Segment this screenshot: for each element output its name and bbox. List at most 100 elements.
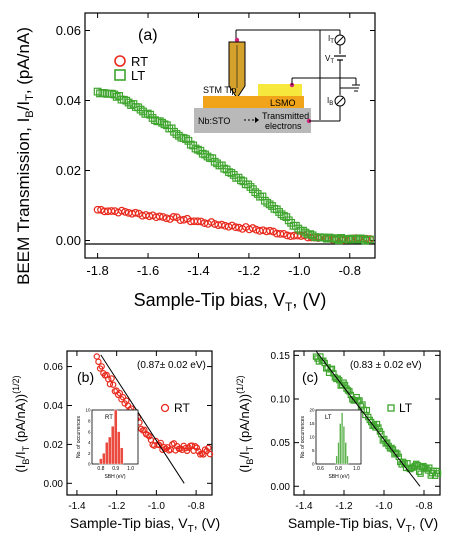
panel-a-ytick-label: 0.00 <box>56 233 81 248</box>
panel-b-histogram-bar <box>102 453 106 465</box>
panel-b-data-point <box>116 389 123 397</box>
panel-b-hist-label: RT <box>105 415 113 421</box>
transmitted-label-1: Transmitted <box>262 111 309 121</box>
panel-c-histogram-bar <box>342 426 345 465</box>
panel-b-data-point <box>93 353 100 360</box>
panel-b-ytick-label: 0.02 <box>44 440 64 451</box>
lsmo-layer <box>203 96 304 108</box>
data-point-lt <box>143 109 152 118</box>
panel-c: -1.4 -1.2 -1.0 -0.8 0.00 0.05 0.10 0.15 (c) (0.… <box>235 350 442 535</box>
panel-c-data-point <box>334 375 341 382</box>
panel-c-hist-xtick-label: 0.8 <box>335 466 342 472</box>
data-point-lt <box>158 118 167 127</box>
panel-c-hist-ytick-label: 20 <box>309 408 315 413</box>
legend-rt-marker <box>114 55 126 67</box>
panel-c-data-point <box>383 439 391 446</box>
data-point-lt <box>280 212 288 220</box>
data-point-lt <box>366 235 374 244</box>
panel-b-hist-ytick-label: 6 <box>88 429 91 434</box>
panel-c-hist-xlabel: SBH (eV) <box>328 474 349 480</box>
panel-b-xtick-label: -0.8 <box>187 501 205 512</box>
panel-b-ytick-label: 0.06 <box>44 362 64 373</box>
panel-b-data-point <box>170 440 178 447</box>
panel-c-ylabel: (IB/IT (pA/nA))(1/2) <box>235 375 255 472</box>
panel-b-hist-xtick-label: 1.0 <box>127 466 134 472</box>
panel-c-histogram-bar <box>339 423 342 465</box>
data-point-rt <box>266 226 274 235</box>
panel-b-data-point <box>206 450 214 458</box>
panel-c-data-point <box>363 406 371 414</box>
panel-c-fit-line <box>315 350 421 487</box>
panel-b-hist-xtick-label: 0.9 <box>112 466 119 472</box>
panel-b-hist-xlabel: SBH (eV) <box>104 474 125 480</box>
data-point-lt <box>294 224 303 233</box>
data-point-lt <box>203 152 212 161</box>
panel-c-data-point <box>373 420 381 428</box>
data-point-rt <box>159 213 168 221</box>
panel-c-histogram-bar <box>344 442 347 465</box>
data-point-lt <box>361 236 370 245</box>
panel-a-inset-schematic: STM Tip LSMO Nb:STO Transmitted electron… <box>194 29 360 133</box>
data-point-lt <box>227 169 236 177</box>
panel-c-xtick-label: -1.4 <box>295 501 313 512</box>
panel-c-data-point <box>388 444 395 452</box>
panel-c-xlabel: Sample-Tip bias, VT, (V) <box>288 515 438 535</box>
lsmo-upper-layer <box>258 84 302 96</box>
it-label: IT <box>328 34 334 45</box>
panel-b-hist-ylabel: No. of occurrences <box>76 416 82 458</box>
panel-c-ytick-label: 0.10 <box>271 395 291 406</box>
legend-rt-label: RT <box>131 54 148 69</box>
panel-a-xtick-label: -1.0 <box>288 263 310 278</box>
panel-b-label: (b) <box>77 369 94 385</box>
data-point-rt <box>93 205 102 214</box>
panel-c-xtick-label: -1.2 <box>335 501 353 512</box>
panel-b-data-point <box>192 443 199 450</box>
ib-label: IB <box>327 96 333 107</box>
panel-c-xtick-label: -1.0 <box>375 501 393 512</box>
panel-a-ytick-label: 0.06 <box>56 23 81 38</box>
data-point-lt <box>194 145 202 154</box>
data-point-lt <box>246 183 255 191</box>
panel-b-ytick-label: 0.00 <box>44 479 64 490</box>
panel-b-data-point <box>137 425 145 433</box>
legend-lt-label: LT <box>131 68 145 83</box>
panel-b-hist-xtick-label: 0.8 <box>97 466 104 472</box>
panel-c-data-point <box>375 424 382 431</box>
panel-b-annotation: (0.87± 0.02 eV) <box>137 360 206 371</box>
panel-b-data-point <box>114 391 122 399</box>
panel-c-histogram-bars <box>335 412 349 465</box>
panel-c-annotation: (0.83 ± 0.02 eV) <box>350 360 422 371</box>
panel-a-ytick-label: 0.04 <box>56 93 81 108</box>
data-point-lt <box>284 216 293 225</box>
data-point-lt <box>124 98 133 107</box>
panel-a: -1.8 -1.6 -1.4 -1.2 -1.0 -0.8 0.00 0.02 0.04 0.06… <box>14 12 376 314</box>
data-point-rt <box>131 208 140 217</box>
data-point-lt <box>160 120 169 129</box>
panel-a-ticks: -1.8 -1.6 -1.4 -1.2 -1.0 -0.8 0.00 0.02 0.04 0.06 <box>56 13 375 278</box>
panel-b-data-point <box>119 394 127 401</box>
panel-c-hist-ytick-label: 5 <box>312 448 315 453</box>
panel-c-legend-label: LT <box>399 401 413 415</box>
panel-b-ylabel: (IB/IT (pA/nA))(1/2) <box>11 375 31 472</box>
lsmo-label: LSMO <box>270 98 296 108</box>
panel-b-histogram-bar <box>114 409 118 465</box>
data-point-lt <box>275 208 284 216</box>
panel-b-xlabel: Sample-Tip bias, VT, (V) <box>70 515 220 535</box>
data-point-rt <box>217 220 226 229</box>
panel-c-data-point <box>414 461 421 469</box>
panel-c-ytick-label: 0.00 <box>271 482 291 493</box>
panel-c-legend-marker <box>387 404 395 412</box>
data-point-lt <box>186 140 195 149</box>
panel-b-hist-ytick-label: 4 <box>88 440 91 445</box>
panel-b-data-point <box>95 358 102 365</box>
panel-c-hist-ylabel: No. of occurrences <box>300 416 306 458</box>
panel-b-xtick-label: -1.4 <box>68 501 86 512</box>
panel-a-xtick-label: -1.8 <box>86 263 108 278</box>
panel-c-label: (c) <box>302 369 318 385</box>
data-point-lt <box>213 159 221 168</box>
data-point-rt <box>179 215 188 224</box>
panel-c-xtick-label: -0.8 <box>415 501 433 512</box>
panel-b-hist-ytick-label: 10 <box>85 408 91 413</box>
data-point-lt <box>139 107 147 116</box>
panel-b-hist-ytick-label: 2 <box>88 451 91 456</box>
